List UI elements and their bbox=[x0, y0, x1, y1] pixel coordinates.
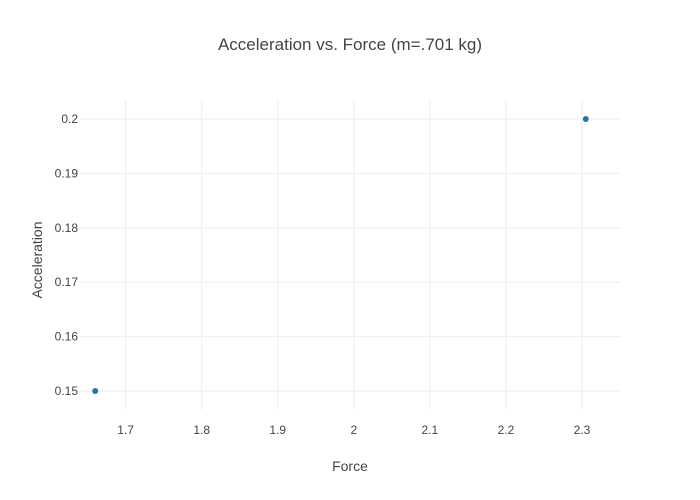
y-tick-label: 0.19 bbox=[55, 166, 79, 180]
tick-labels: 1.7 1.8 1.9 2 2.1 2.2 2.3 0.15 0.16 0.17 0.18 0.19 0… bbox=[55, 112, 591, 437]
x-tick-label: 2.2 bbox=[498, 423, 515, 437]
x-tick-label: 1.9 bbox=[269, 423, 286, 437]
x-tick-label: 2.3 bbox=[574, 423, 591, 437]
data-point bbox=[92, 387, 99, 394]
x-tick-label: 2 bbox=[350, 423, 357, 437]
y-tick-label: 0.18 bbox=[55, 221, 79, 235]
x-tick-label: 2.1 bbox=[422, 423, 439, 437]
y-tick-label: 0.15 bbox=[55, 384, 79, 398]
x-axis-label: Force bbox=[332, 458, 368, 474]
x-tick-label: 1.7 bbox=[117, 423, 134, 437]
x-tick-label: 1.8 bbox=[193, 423, 210, 437]
y-axis-label: Acceleration bbox=[29, 221, 45, 298]
grid bbox=[80, 100, 620, 410]
data-points bbox=[92, 116, 589, 394]
y-tick-label: 0.2 bbox=[61, 112, 78, 126]
y-tick-label: 0.16 bbox=[55, 330, 79, 344]
chart-title: Acceleration vs. Force (m=.701 kg) bbox=[218, 35, 482, 54]
y-tick-label: 0.17 bbox=[55, 275, 79, 289]
data-point bbox=[582, 116, 589, 123]
